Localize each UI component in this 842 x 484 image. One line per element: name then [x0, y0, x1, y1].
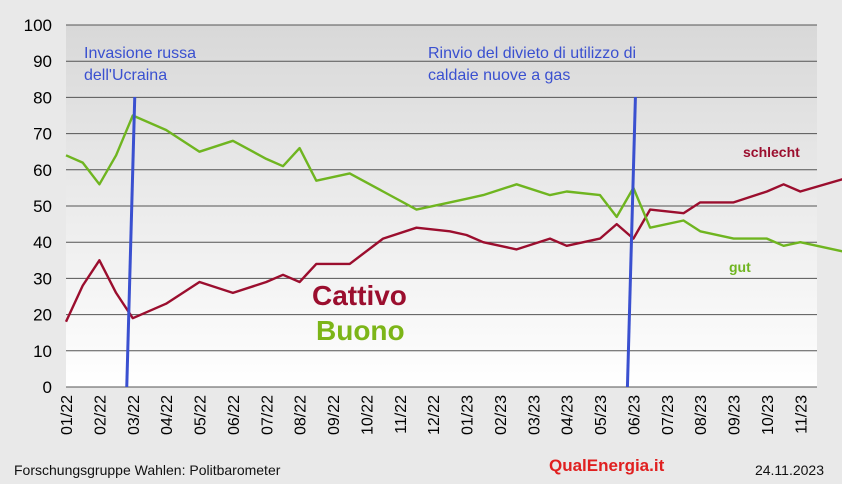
y-tick-label: 20: [33, 306, 52, 325]
legend-label-cattivo: Cattivo: [312, 280, 407, 311]
x-tick-label: 05/23: [593, 395, 610, 435]
x-tick-label: 06/23: [626, 395, 643, 435]
event-marker-line: [125, 96, 137, 388]
x-tick-label: 08/22: [293, 395, 310, 435]
event-annotation-text: caldaie nuove a gas: [428, 67, 570, 84]
x-tick-label: 08/23: [693, 395, 710, 435]
y-tick-label: 100: [24, 16, 52, 35]
x-tick-label: 07/22: [259, 395, 276, 435]
event-annotation-text: dell'Ucraina: [84, 67, 167, 84]
y-tick-label: 60: [33, 161, 52, 180]
series-line-gut: [65, 114, 842, 253]
x-tick-label: 11/23: [793, 395, 810, 434]
y-tick-label: 70: [33, 125, 52, 144]
gridlines: [66, 24, 817, 388]
y-tick-label: 0: [43, 378, 52, 397]
line-chart: 0 10 20 30 40 50 60 70 80 90 100 01/22 02/22 03/22 04…: [24, 16, 842, 435]
y-tick-label: 50: [33, 197, 52, 216]
series-end-label-gut: gut: [729, 259, 751, 275]
x-tick-label: 01/23: [460, 395, 477, 435]
x-tick-label: 09/22: [326, 395, 343, 435]
x-tick-label: 02/22: [92, 395, 109, 435]
footer-date: 24.11.2023: [754, 462, 824, 478]
x-tick-label: 07/23: [660, 395, 677, 435]
footer-brand: QualEnergia.it: [549, 456, 665, 475]
y-axis-ticks: 0 10 20 30 40 50 60 70 80 90 100: [24, 16, 52, 397]
y-tick-label: 90: [33, 52, 52, 71]
x-tick-label: 09/23: [727, 395, 744, 435]
x-tick-label: 11/22: [393, 395, 410, 434]
series-line-schlecht: [64, 178, 842, 323]
x-tick-label: 12/22: [426, 395, 443, 435]
series-end-label-schlecht: schlecht: [743, 144, 800, 160]
legend-label-buono: Buono: [316, 315, 405, 346]
series-lines: [64, 114, 842, 323]
x-tick-label: 01/22: [59, 395, 76, 435]
footer-source: Forschungsgruppe Wahlen: Politbarometer: [14, 462, 281, 478]
x-tick-label: 03/22: [126, 395, 143, 435]
x-tick-label: 10/22: [359, 395, 376, 435]
event-annotation-text: Rinvio del divieto di utilizzo di: [428, 45, 636, 62]
y-tick-label: 10: [33, 342, 52, 361]
y-tick-label: 40: [33, 233, 52, 252]
y-tick-label: 30: [33, 269, 52, 288]
x-tick-label: 10/23: [760, 395, 777, 435]
x-tick-label: 04/22: [159, 395, 176, 435]
x-tick-label: 04/23: [560, 395, 577, 435]
y-tick-label: 80: [33, 88, 52, 107]
x-tick-label: 02/23: [493, 395, 510, 435]
x-tick-label: 05/22: [193, 395, 210, 435]
x-axis-ticks: 01/22 02/22 03/22 04/22 05/22 06/22 07/22 08/22…: [59, 395, 810, 435]
event-annotation-text: Invasione russa: [84, 45, 196, 62]
x-tick-label: 06/22: [226, 395, 243, 435]
annotations: Invasione russa dell'Ucraina Rinvio del di…: [84, 45, 637, 388]
event-marker-line: [625, 96, 637, 388]
x-tick-label: 03/23: [526, 395, 543, 435]
